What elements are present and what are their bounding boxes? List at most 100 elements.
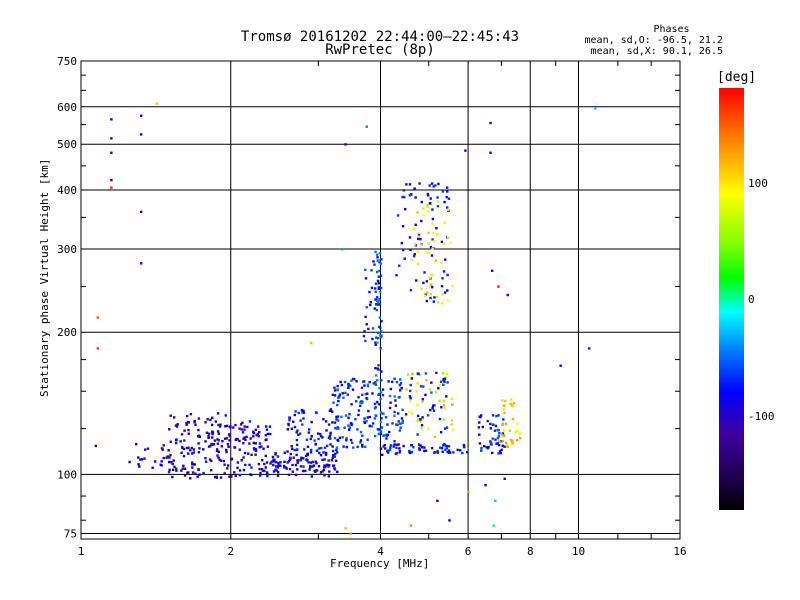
data-point <box>248 442 251 445</box>
data-point <box>502 434 505 438</box>
data-point <box>252 441 256 445</box>
data-point <box>405 388 408 391</box>
data-point <box>340 383 344 387</box>
data-point <box>437 182 440 186</box>
data-point <box>374 380 377 384</box>
data-point <box>494 424 498 428</box>
data-point <box>441 450 444 453</box>
data-point <box>299 419 302 422</box>
data-point <box>417 235 420 238</box>
data-point <box>169 453 172 457</box>
data-point <box>289 452 293 456</box>
data-point <box>248 463 251 467</box>
data-point <box>445 186 449 189</box>
data-point <box>479 415 482 419</box>
data-point <box>168 428 171 431</box>
data-point <box>401 224 405 228</box>
data-point <box>186 471 189 474</box>
data-point <box>209 418 212 422</box>
data-point <box>217 439 220 442</box>
data-point <box>459 449 462 452</box>
data-point <box>215 449 219 453</box>
data-point <box>408 183 412 186</box>
data-point <box>182 447 186 451</box>
data-point <box>333 436 337 440</box>
data-point <box>283 460 286 464</box>
data-point <box>175 467 178 470</box>
data-point <box>252 430 255 434</box>
data-point <box>497 414 500 417</box>
data-point <box>377 298 380 301</box>
data-point <box>436 451 440 454</box>
data-point <box>417 443 421 446</box>
data-point <box>216 454 219 457</box>
data-point <box>319 434 323 438</box>
data-point <box>401 195 404 199</box>
data-point <box>180 433 184 436</box>
data-point <box>416 418 420 421</box>
data-point <box>213 475 217 479</box>
data-point <box>193 463 196 466</box>
data-point <box>313 439 316 442</box>
colorbar-tick-0: 0 <box>748 293 755 306</box>
data-point <box>496 428 499 432</box>
data-point <box>427 427 430 431</box>
data-point <box>436 200 440 203</box>
data-point <box>369 300 373 304</box>
data-point <box>437 387 440 390</box>
data-point <box>416 414 420 418</box>
data-point <box>268 425 272 428</box>
data-point <box>504 399 507 403</box>
data-point <box>286 428 290 431</box>
data-point <box>445 426 449 429</box>
data-point <box>377 337 380 340</box>
data-point <box>380 412 384 415</box>
data-point <box>327 423 331 426</box>
y-tick-label: 300 <box>57 243 77 256</box>
data-point <box>329 443 332 446</box>
data-point <box>503 477 506 480</box>
data-point <box>286 461 289 464</box>
data-point <box>174 441 178 445</box>
data-point <box>501 399 504 402</box>
data-point <box>185 414 189 418</box>
data-point <box>427 252 430 255</box>
data-point <box>259 471 262 475</box>
data-point <box>415 279 418 282</box>
data-point <box>238 448 241 451</box>
data-point <box>408 236 412 239</box>
data-point <box>257 462 261 466</box>
data-point <box>425 280 429 283</box>
data-point <box>191 471 195 474</box>
data-point <box>204 440 207 443</box>
data-point <box>443 291 447 294</box>
data-point <box>288 458 292 461</box>
data-point <box>288 467 292 471</box>
data-point <box>327 459 330 462</box>
data-point <box>373 434 377 438</box>
data-point <box>478 433 481 436</box>
data-point <box>510 398 513 401</box>
data-point <box>304 454 308 457</box>
data-point <box>333 468 337 471</box>
data-point <box>508 429 511 432</box>
data-point <box>223 437 227 440</box>
data-point <box>288 418 291 422</box>
data-point <box>331 410 334 413</box>
data-point <box>430 285 434 289</box>
data-point <box>216 448 219 451</box>
data-point <box>398 449 402 453</box>
data-point <box>408 410 411 413</box>
data-point <box>366 392 369 395</box>
data-point <box>332 464 336 467</box>
data-point <box>492 524 495 527</box>
data-point <box>161 448 164 451</box>
data-point <box>446 450 449 454</box>
data-point <box>143 448 147 451</box>
data-point <box>485 446 488 449</box>
data-point <box>291 463 294 467</box>
data-point <box>365 419 368 423</box>
data-point <box>416 403 419 407</box>
data-point <box>350 423 353 427</box>
data-point <box>384 434 387 437</box>
